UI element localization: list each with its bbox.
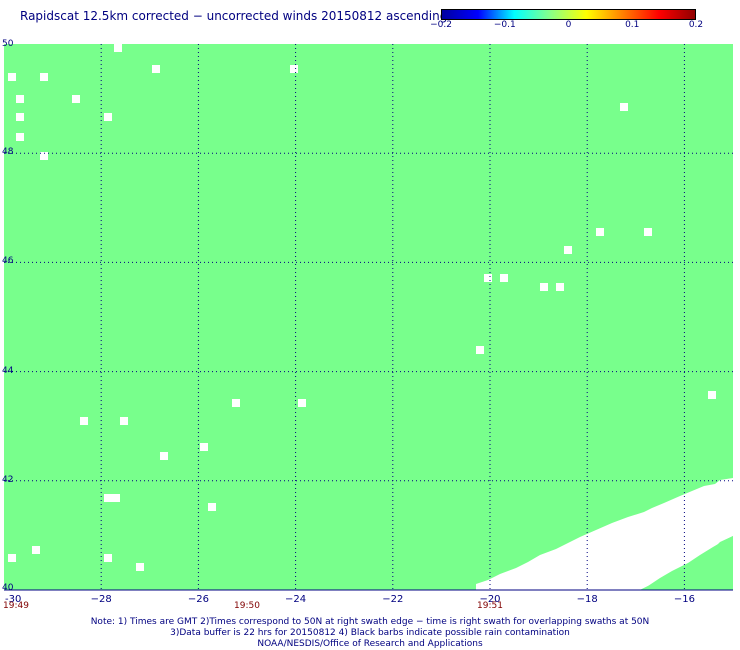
- missing-cell: [200, 443, 208, 451]
- missing-cell: [644, 228, 652, 236]
- missing-cell: [152, 65, 160, 73]
- lon-label: −26: [187, 594, 209, 605]
- missing-cell: [8, 554, 16, 562]
- lon-label: -30: [5, 594, 22, 605]
- missing-cell: [16, 133, 24, 141]
- missing-cell: [290, 65, 298, 73]
- missing-cell: [16, 113, 24, 121]
- lat-label: 40: [2, 583, 14, 593]
- time-label: 19:50: [234, 601, 260, 611]
- time-label: 19:51: [477, 601, 503, 611]
- missing-cell: [136, 563, 144, 571]
- colorbar-label: −0.1: [493, 20, 516, 30]
- no-data-region-inner: [640, 536, 733, 590]
- lon-label: −16: [673, 594, 695, 605]
- wind-field: [4, 44, 733, 590]
- missing-cell: [80, 417, 88, 425]
- missing-cell: [540, 283, 548, 291]
- missing-cell: [114, 44, 122, 52]
- missing-cell: [298, 399, 306, 407]
- lat-label: 48: [2, 147, 14, 158]
- missing-cell: [596, 228, 604, 236]
- lon-label: −24: [285, 594, 307, 605]
- missing-cell: [104, 554, 112, 562]
- missing-cell: [564, 246, 572, 254]
- colorbar-label: 0: [565, 20, 572, 30]
- missing-cell: [500, 274, 508, 282]
- missing-cell: [72, 95, 80, 103]
- missing-cell: [232, 399, 240, 407]
- note-line-1: Note: 1) Times are GMT 2)Times correspon…: [90, 617, 650, 627]
- missing-cell: [208, 503, 216, 511]
- lat-label: 42: [2, 474, 14, 485]
- colorbar-label: 0.1: [625, 20, 640, 30]
- missing-cell: [104, 113, 112, 121]
- lon-label: −18: [576, 594, 598, 605]
- lon-label: −28: [90, 594, 112, 605]
- missing-cell: [484, 274, 492, 282]
- lat-label: 46: [2, 256, 14, 267]
- colorbar: [441, 9, 696, 20]
- missing-cell: [104, 494, 120, 502]
- missing-cell: [120, 417, 128, 425]
- missing-cell: [8, 73, 16, 81]
- missing-cell: [708, 391, 716, 399]
- note-line-2: 3)Data buffer is 22 hrs for 20150812 4) …: [170, 628, 570, 638]
- missing-cell: [32, 546, 40, 554]
- lon-label: −20: [479, 594, 501, 605]
- graticule: [4, 44, 733, 590]
- note-line-3: NOAA/NESDIS/Office of Research and Appli…: [257, 639, 483, 649]
- missing-cells: [8, 44, 716, 571]
- lon-label: −22: [382, 594, 404, 605]
- missing-cell: [40, 152, 48, 160]
- no-data-region: [476, 478, 733, 590]
- colorbar-label: −0.2: [430, 20, 452, 30]
- missing-cell: [620, 103, 628, 111]
- missing-cell: [16, 95, 24, 103]
- map-title: Rapidscat 12.5km corrected − uncorrected…: [20, 9, 448, 23]
- lat-label: 50: [2, 39, 14, 49]
- missing-cell: [160, 452, 168, 460]
- time-label: 19:49: [3, 601, 29, 611]
- missing-cell: [556, 283, 564, 291]
- lat-label: 44: [2, 365, 14, 376]
- colorbar-label: 0.2: [688, 20, 704, 30]
- missing-cell: [476, 346, 484, 354]
- missing-cell: [40, 73, 48, 81]
